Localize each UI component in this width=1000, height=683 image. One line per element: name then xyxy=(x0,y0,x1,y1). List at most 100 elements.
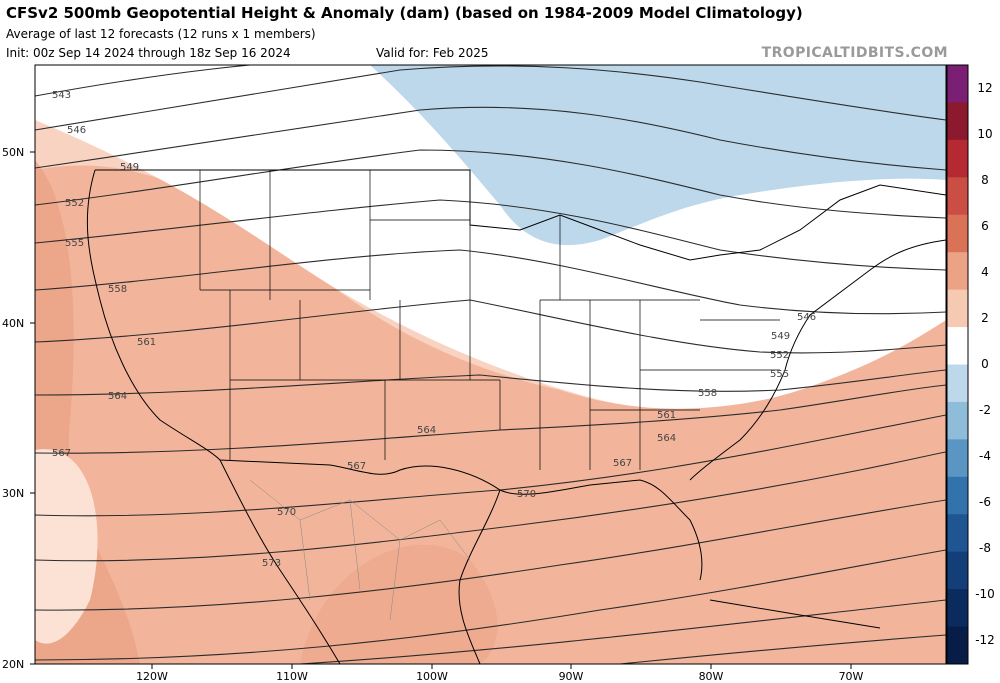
contour-label-549: 549 xyxy=(120,162,139,173)
colorbar-label: 2 xyxy=(981,311,989,325)
colorbar-label: 12 xyxy=(977,81,992,95)
contour-label-564-mid: 564 xyxy=(417,425,436,436)
longitude-axis: 120W 110W 100W 90W 80W 70W xyxy=(136,664,864,683)
contour-label-555-east: 555 xyxy=(770,369,789,380)
colorbar-swatch xyxy=(947,139,968,178)
colorbar-label: -4 xyxy=(979,449,991,463)
contour-label-546: 546 xyxy=(67,125,86,136)
mexico-state-borders xyxy=(249,479,471,621)
colorbar-swatch xyxy=(947,551,968,590)
colorbar-swatch xyxy=(947,439,968,478)
contour-label-570: 570 xyxy=(277,507,296,518)
colorbar-label: 0 xyxy=(981,357,989,371)
lat-label-40n: 40N xyxy=(2,317,24,330)
lon-label-90w: 90W xyxy=(559,670,584,683)
anomaly-positive-light-sw xyxy=(35,449,98,644)
contour-label-567: 567 xyxy=(52,448,71,459)
colorbar-frame xyxy=(946,64,969,665)
contour-labels: 543 546 546 549 549 552 552 555 555 558 … xyxy=(52,90,816,569)
contour-label-552-east: 552 xyxy=(770,350,789,361)
country-borders xyxy=(86,169,946,664)
contour-label-543: 543 xyxy=(52,90,71,101)
contour-582 xyxy=(299,599,946,664)
contour-label-555: 555 xyxy=(65,238,84,249)
colorbar-label: 8 xyxy=(981,173,989,187)
colorbar-label: 10 xyxy=(977,127,992,141)
colorbar-swatch xyxy=(947,214,968,253)
contour-543 xyxy=(35,65,256,97)
colorbar-swatch xyxy=(947,401,968,440)
colorbar-label: 4 xyxy=(981,265,989,279)
colorbar-swatch xyxy=(947,514,968,553)
lon-label-120w: 120W xyxy=(136,670,168,683)
colorbar-label: 6 xyxy=(981,219,989,233)
lon-label-100w: 100W xyxy=(416,670,448,683)
contour-label-546-east: 546 xyxy=(797,312,816,323)
contour-label-567-east: 567 xyxy=(613,458,632,469)
state-lines xyxy=(199,170,780,470)
contour-552a xyxy=(35,149,946,219)
lat-label-30n: 30N xyxy=(2,487,24,500)
contour-label-561: 561 xyxy=(137,337,156,348)
state-borders xyxy=(199,170,780,470)
lat-label-20n: 20N xyxy=(2,658,24,671)
mexico-west-coast xyxy=(219,459,341,664)
contour-549a xyxy=(35,106,946,171)
contour-label-573: 573 xyxy=(262,558,281,569)
contour-546a xyxy=(35,65,946,131)
colorbar-swatch xyxy=(947,364,968,403)
us-outline-south-west xyxy=(86,169,703,581)
colorbar-swatch xyxy=(947,626,968,665)
contour-555a xyxy=(35,199,946,271)
contour-label-564-east: 564 xyxy=(657,433,676,444)
us-east-coast xyxy=(689,239,946,481)
colorbar-swatch xyxy=(947,252,968,291)
colorbar-label: -12 xyxy=(975,633,995,647)
lon-label-110w: 110W xyxy=(276,670,308,683)
contour-567a xyxy=(35,384,946,454)
colorbar-swatch xyxy=(947,65,968,103)
colorbar-swatch xyxy=(947,327,968,365)
contour-573a xyxy=(35,451,946,562)
mexico-gulf-coast xyxy=(458,489,501,664)
init-time-label: Init: 00z Sep 14 2024 through 18z Sep 16… xyxy=(6,46,291,60)
contour-570a xyxy=(35,414,946,517)
contour-label-561-east: 561 xyxy=(657,410,676,421)
lon-label-80w: 80W xyxy=(699,670,724,683)
lon-label-70w: 70W xyxy=(839,670,864,683)
contour-564a xyxy=(35,369,946,396)
contour-585 xyxy=(619,634,946,664)
contour-558a xyxy=(35,249,946,315)
anomaly-positive-mexico xyxy=(300,544,498,664)
colorbar-swatch xyxy=(947,476,968,515)
contour-label-558-east: 558 xyxy=(698,388,717,399)
colorbar-swatch xyxy=(947,177,968,216)
contour-label-552: 552 xyxy=(65,198,84,209)
valid-time-label: Valid for: Feb 2025 xyxy=(376,46,489,60)
latitude-axis: 50N 40N 30N 20N xyxy=(2,146,35,671)
anomaly-colorbar: 12 10 8 6 4 2 0 -2 -4 -6 -8 -10 -12 xyxy=(946,64,995,665)
contour-label-564: 564 xyxy=(108,391,127,402)
us-canada-border xyxy=(95,169,946,261)
colorbar-swatch xyxy=(947,102,968,141)
map-frame xyxy=(34,64,947,665)
chart-title: CFSv2 500mb Geopotential Height & Anomal… xyxy=(6,4,803,22)
colorbar-label: -8 xyxy=(979,541,991,555)
colorbar-labels: 12 10 8 6 4 2 0 -2 -4 -6 -8 -10 -12 xyxy=(975,81,995,647)
chart-subtitle: Average of last 12 forecasts (12 runs x … xyxy=(6,27,316,41)
colorbar-swatch xyxy=(947,589,968,628)
lat-label-50n: 50N xyxy=(2,146,24,159)
colorbar-swatch xyxy=(947,289,968,328)
colorbar-label: -10 xyxy=(975,587,995,601)
site-credit-logo: TROPICALTIDBITS.COM xyxy=(761,45,948,61)
mexico-state-lines xyxy=(249,479,471,621)
anomaly-negative xyxy=(370,65,946,246)
contour-label-570-east: 570 xyxy=(517,489,536,500)
height-contours xyxy=(35,65,946,664)
colorbar-label: -6 xyxy=(979,495,991,509)
colorbar-label: -2 xyxy=(979,403,991,417)
contour-label-558: 558 xyxy=(108,284,127,295)
contour-579 xyxy=(35,549,946,661)
cuba-outline xyxy=(709,599,881,629)
